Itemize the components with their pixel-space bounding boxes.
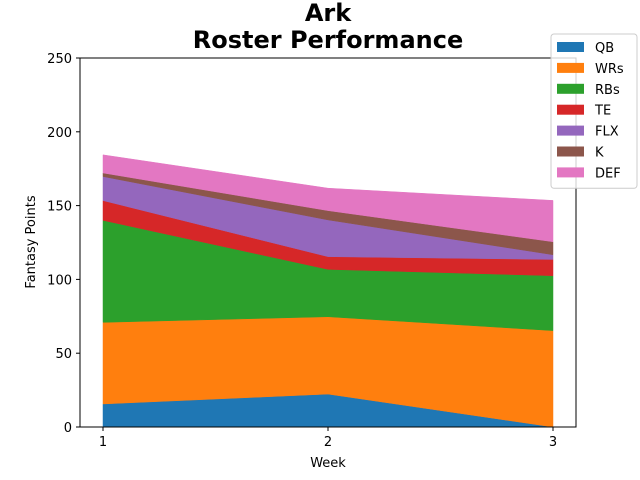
- x-tick-label: 1: [99, 435, 107, 450]
- legend-label-qb: QB: [595, 41, 614, 56]
- legend-swatch-rbs: [557, 83, 584, 94]
- x-axis: 1 2 3: [99, 427, 557, 450]
- legend-swatch-flx: [557, 125, 584, 136]
- y-tick-label: 50: [55, 347, 72, 362]
- legend-label-def: DEF: [595, 166, 621, 181]
- y-tick-label: 100: [47, 273, 72, 288]
- legend: QB WRs RBs TE FLX K DEF: [550, 33, 638, 189]
- legend-swatch-def: [557, 167, 584, 178]
- x-tick-label: 3: [549, 435, 557, 450]
- y-axis: 0 50 100 150 200 250: [47, 52, 80, 436]
- legend-label-flx: FLX: [595, 125, 619, 140]
- x-tick-label: 2: [324, 435, 332, 450]
- legend-swatch-k: [557, 146, 584, 157]
- legend-label-rbs: RBs: [595, 83, 620, 98]
- y-tick-label: 200: [47, 126, 72, 141]
- chart-title-line2: Roster Performance: [193, 26, 463, 54]
- legend-swatch-te: [557, 104, 584, 115]
- area-layers: [102, 154, 554, 428]
- area-def: [102, 154, 554, 243]
- y-axis-label: Fantasy Points: [24, 195, 39, 288]
- legend-label-wrs: WRs: [595, 62, 624, 77]
- y-tick-label: 150: [47, 200, 72, 215]
- legend-label-te: TE: [594, 104, 611, 119]
- legend-swatch-qb: [557, 42, 584, 52]
- legend-label-k: K: [595, 146, 604, 161]
- legend-swatch-wrs: [557, 62, 584, 73]
- y-tick-label: 250: [47, 52, 72, 67]
- x-axis-label: Week: [310, 456, 346, 471]
- y-tick-label: 0: [64, 421, 72, 436]
- chart-title-line1: Ark: [305, 0, 352, 27]
